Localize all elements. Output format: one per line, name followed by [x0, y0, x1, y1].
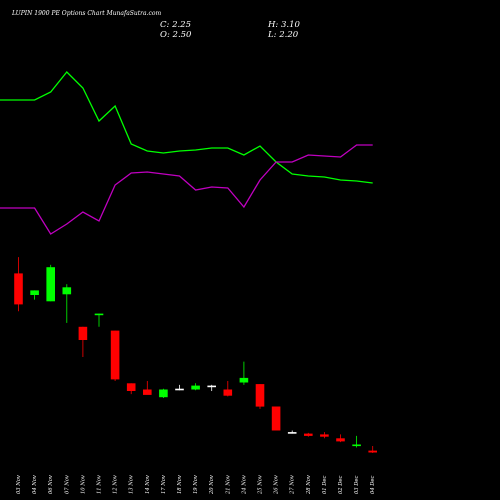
candle-body [30, 290, 39, 295]
candle-body [336, 438, 345, 442]
x-tick-label: 02 Dec [338, 476, 344, 494]
candle-body [304, 433, 313, 436]
candle-body [207, 385, 216, 388]
x-tick-label: 18 Nov [177, 475, 183, 494]
x-tick-label: 24 Nov [241, 475, 247, 495]
x-tick-label: 04 Dec [370, 476, 376, 494]
x-tick-label: 26 Nov [274, 475, 280, 495]
candle-body [239, 377, 249, 383]
chart-title: LUPIN 1900 PE Options Chart MunafaSutra.… [11, 10, 162, 17]
x-axis-ticks: 03 Nov 04 Nov 06 Nov 07 Nov 10 Nov 11 Nov 12 N… [16, 475, 376, 495]
candle-body [287, 432, 297, 434]
candle-body [46, 267, 55, 302]
x-tick-label: 28 Nov [306, 475, 312, 495]
x-tick-label: 10 Nov [80, 475, 86, 494]
indicator-lines [0, 71, 373, 235]
close-readout: C: 2.25 [160, 20, 191, 30]
indicator-line-2 [0, 144, 373, 235]
x-tick-label: 03 Dec [354, 476, 360, 494]
x-tick-label: 25 Nov [258, 475, 264, 495]
candle-body [126, 383, 136, 391]
candle-body [14, 273, 23, 305]
candle-body [271, 406, 281, 431]
x-tick-label: 04 Nov [32, 475, 38, 494]
x-tick-label: 03 Nov [16, 475, 22, 494]
x-tick-label: 01 Dec [322, 476, 328, 494]
x-tick-label: 11 Nov [97, 475, 103, 494]
candle-body [255, 384, 265, 407]
candle-body [62, 287, 72, 295]
candle-body [175, 388, 184, 391]
candle-body [143, 389, 152, 395]
indicator-line-1 [0, 71, 373, 184]
candle-body [320, 434, 329, 437]
low-readout: L: 2.20 [267, 30, 299, 40]
x-tick-label: 27 Nov [290, 475, 296, 495]
x-tick-label: 19 Nov [193, 475, 199, 494]
x-tick-label: 17 Nov [161, 475, 167, 494]
x-tick-label: 21 Nov [225, 475, 231, 495]
x-tick-label: 12 Nov [113, 475, 119, 494]
candle-body [368, 450, 377, 453]
x-tick-label: 20 Nov [209, 475, 215, 495]
x-tick-label: 13 Nov [129, 475, 135, 494]
high-readout: H: 3.10 [267, 20, 300, 30]
candlesticks [14, 257, 377, 453]
candle-body [94, 313, 104, 316]
candle-body [110, 330, 120, 380]
x-tick-label: 07 Nov [64, 475, 70, 494]
candle-body [78, 326, 88, 340]
open-readout: O: 2.50 [160, 30, 192, 40]
candle-body [223, 389, 233, 396]
candle-body [352, 444, 361, 447]
candle-body [159, 389, 168, 398]
x-tick-label: 14 Nov [145, 475, 151, 494]
x-tick-label: 06 Nov [48, 475, 54, 494]
candle-body [191, 385, 200, 390]
